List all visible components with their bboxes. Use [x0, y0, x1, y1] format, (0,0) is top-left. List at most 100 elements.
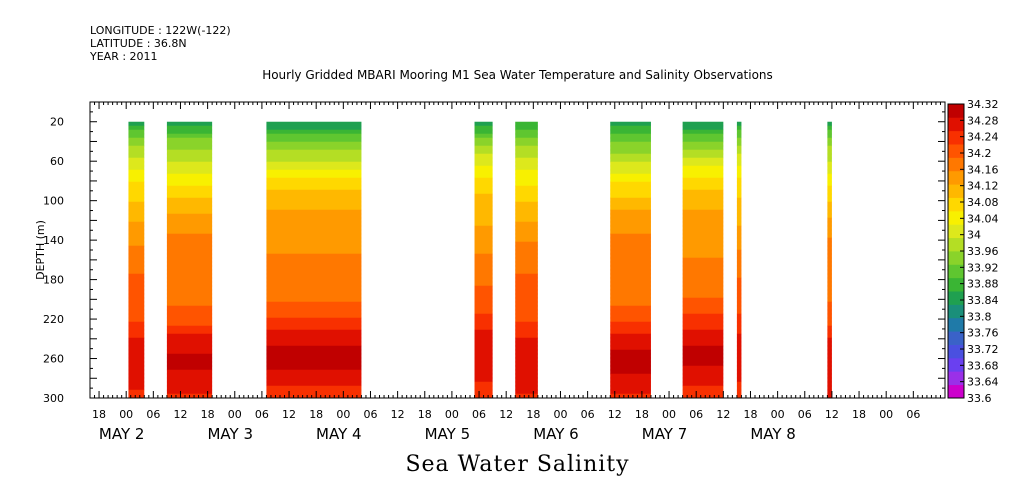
salinity-cell [610, 385, 651, 391]
salinity-cell [736, 321, 742, 327]
salinity-cell [610, 361, 651, 367]
salinity-cell [128, 221, 145, 227]
salinity-cell [736, 145, 742, 151]
salinity-cell [166, 245, 213, 251]
salinity-cell [515, 133, 538, 139]
salinity-cell [610, 289, 651, 295]
salinity-cell [827, 157, 832, 163]
salinity-cell [827, 313, 832, 319]
salinity-cell [682, 189, 724, 195]
salinity-cell [736, 241, 742, 247]
salinity-cell [266, 353, 362, 359]
salinity-cell [827, 297, 832, 303]
colorbar-label: 33.72 [967, 343, 999, 356]
salinity-cell [128, 289, 145, 295]
salinity-cell [736, 169, 742, 175]
salinity-cell [736, 377, 742, 383]
salinity-cell [682, 365, 724, 371]
salinity-cell [827, 305, 832, 311]
salinity-cell [827, 353, 832, 359]
salinity-cell [827, 357, 832, 363]
salinity-cell [266, 149, 362, 155]
salinity-cell [827, 325, 832, 331]
salinity-cell [266, 185, 362, 191]
data-segment [474, 121, 493, 399]
x-tick-label: 06 [472, 408, 486, 421]
salinity-cell [682, 337, 724, 343]
x-tick-label: 00 [228, 408, 242, 421]
salinity-cell [682, 245, 724, 251]
salinity-cell [736, 125, 742, 131]
salinity-cell [827, 265, 832, 271]
salinity-cell [610, 337, 651, 343]
salinity-cell [682, 329, 724, 335]
salinity-cell [610, 217, 651, 223]
salinity-cell [474, 233, 493, 239]
salinity-cell [827, 133, 832, 139]
salinity-cell [736, 141, 742, 147]
salinity-cell [515, 197, 538, 203]
salinity-cell [736, 305, 742, 311]
salinity-cell [827, 217, 832, 223]
salinity-cell [166, 309, 213, 315]
salinity-cell [736, 185, 742, 191]
salinity-cell [682, 205, 724, 211]
salinity-cell [128, 373, 145, 379]
salinity-cell [827, 385, 832, 391]
salinity-cell [682, 229, 724, 235]
salinity-cell [515, 269, 538, 275]
plot-area [128, 121, 832, 399]
salinity-cell [166, 181, 213, 187]
salinity-cell [682, 193, 724, 199]
salinity-cell [736, 301, 742, 307]
y-tick-label: 60 [50, 155, 64, 168]
salinity-cell [736, 221, 742, 227]
salinity-cell [474, 225, 493, 231]
salinity-cell [474, 257, 493, 263]
salinity-cell [736, 137, 742, 143]
salinity-cell [610, 253, 651, 259]
x-tick-label: 00 [662, 408, 676, 421]
salinity-cell [682, 341, 724, 347]
salinity-cell [515, 321, 538, 327]
longitude-label: LONGITUDE : 122W(-122) [90, 24, 231, 37]
salinity-cell [736, 277, 742, 283]
salinity-cell [128, 229, 145, 235]
salinity-cell [827, 277, 832, 283]
salinity-cell [166, 145, 213, 151]
salinity-cell [827, 125, 832, 131]
salinity-cell [515, 157, 538, 163]
salinity-cell [682, 345, 724, 351]
salinity-cell [736, 389, 742, 395]
salinity-cell [474, 125, 493, 131]
salinity-cell [515, 185, 538, 191]
salinity-cell [266, 217, 362, 223]
salinity-cell [610, 165, 651, 171]
salinity-cell [736, 361, 742, 367]
salinity-cell [266, 285, 362, 291]
salinity-cell [166, 321, 213, 327]
salinity-cell [515, 125, 538, 131]
colorbar-swatch [948, 117, 964, 132]
salinity-cell [474, 329, 493, 335]
x-tick-label: 18 [743, 408, 757, 421]
salinity-cell [682, 357, 724, 363]
salinity-cell [736, 381, 742, 387]
salinity-cell [515, 193, 538, 199]
salinity-cell [682, 217, 724, 223]
salinity-cell [610, 377, 651, 383]
salinity-cell [266, 273, 362, 279]
x-day-label: MAY 6 [533, 425, 579, 443]
salinity-cell [128, 193, 145, 199]
salinity-cell [515, 205, 538, 211]
salinity-cell [682, 361, 724, 367]
salinity-cell [166, 381, 213, 387]
salinity-cell [474, 305, 493, 311]
salinity-cell [827, 145, 832, 151]
salinity-cell [610, 381, 651, 387]
salinity-cell [515, 153, 538, 159]
salinity-cell [827, 293, 832, 299]
salinity-cell [166, 173, 213, 179]
salinity-cell [128, 217, 145, 223]
salinity-cell [682, 313, 724, 319]
